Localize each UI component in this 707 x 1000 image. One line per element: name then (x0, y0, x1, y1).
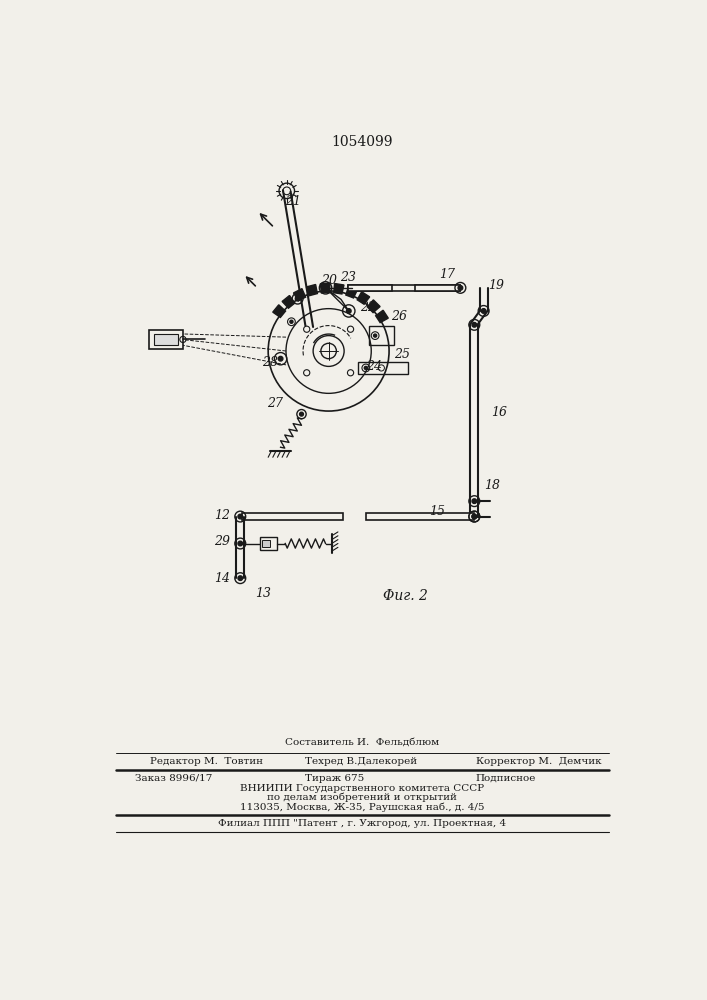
Polygon shape (320, 283, 329, 293)
Polygon shape (273, 305, 286, 317)
Text: Редактор М.  Товтин: Редактор М. Товтин (151, 757, 264, 766)
Bar (262, 540, 270, 547)
Text: 21: 21 (285, 195, 301, 208)
Bar (358, 362, 409, 374)
Bar (242, 513, 343, 520)
Bar (348, 285, 460, 291)
Text: Корректор М.  Демчик: Корректор М. Демчик (476, 757, 602, 766)
Text: 16: 16 (491, 406, 508, 419)
Text: 24: 24 (366, 360, 382, 373)
Polygon shape (306, 284, 317, 296)
Text: Составитель И.  Фельдблюм: Составитель И. Фельдблюм (285, 738, 439, 747)
Polygon shape (293, 289, 305, 301)
Text: 1054099: 1054099 (331, 135, 392, 149)
Text: 12: 12 (214, 509, 230, 522)
Text: 15: 15 (429, 505, 445, 518)
Polygon shape (282, 295, 295, 308)
Circle shape (472, 323, 477, 327)
Text: 18: 18 (484, 479, 500, 492)
Polygon shape (325, 288, 349, 311)
Circle shape (472, 499, 477, 503)
Bar (154, 334, 177, 345)
Circle shape (373, 334, 377, 337)
Polygon shape (375, 310, 388, 323)
Text: Подписное: Подписное (476, 774, 536, 783)
Circle shape (364, 366, 368, 369)
Text: Заказ 8996/17: Заказ 8996/17 (135, 774, 212, 783)
Bar (149, 330, 183, 349)
Circle shape (472, 514, 477, 519)
Text: 19: 19 (489, 279, 504, 292)
Circle shape (296, 296, 300, 301)
Circle shape (458, 286, 462, 290)
Circle shape (238, 541, 243, 546)
Text: 14: 14 (214, 572, 230, 585)
Circle shape (300, 412, 303, 416)
Text: ВНИИПИ Государственного комитета СССР: ВНИИПИ Государственного комитета СССР (240, 784, 484, 793)
Bar (259, 537, 276, 550)
Text: 25: 25 (395, 348, 411, 361)
Text: 17: 17 (438, 267, 455, 280)
Text: 22: 22 (360, 301, 375, 314)
Bar (416, 285, 460, 291)
Circle shape (323, 286, 328, 290)
Text: Φиг. 2: Φиг. 2 (383, 589, 428, 603)
Circle shape (472, 514, 477, 519)
Text: 28: 28 (262, 356, 278, 369)
Text: по делам изобретений и открытий: по делам изобретений и открытий (267, 793, 457, 802)
Polygon shape (357, 292, 370, 304)
Circle shape (290, 320, 293, 323)
Bar (348, 285, 392, 291)
Text: 20: 20 (321, 274, 337, 287)
Circle shape (238, 514, 243, 519)
Text: Филиал ППП "Патент , г. Ужгород, ул. Проектная, 4: Филиал ППП "Патент , г. Ужгород, ул. Про… (218, 819, 506, 828)
Polygon shape (334, 283, 344, 294)
Text: Техред В.Далекорей: Техред В.Далекорей (305, 757, 418, 766)
Text: 29: 29 (214, 535, 230, 548)
Bar (366, 513, 474, 520)
Text: 26: 26 (391, 310, 407, 323)
Circle shape (481, 309, 486, 313)
Text: 27: 27 (267, 397, 283, 410)
Circle shape (346, 309, 351, 313)
Text: 13: 13 (255, 587, 271, 600)
Bar (369, 326, 394, 345)
Circle shape (238, 576, 243, 580)
Text: Тираж 675: Тираж 675 (305, 774, 365, 783)
Polygon shape (367, 300, 380, 313)
Polygon shape (346, 286, 358, 298)
Text: 23: 23 (340, 271, 356, 284)
Circle shape (279, 356, 283, 361)
Text: 113035, Москва, Ж-35, Раушская наб., д. 4/5: 113035, Москва, Ж-35, Раушская наб., д. … (240, 802, 484, 812)
